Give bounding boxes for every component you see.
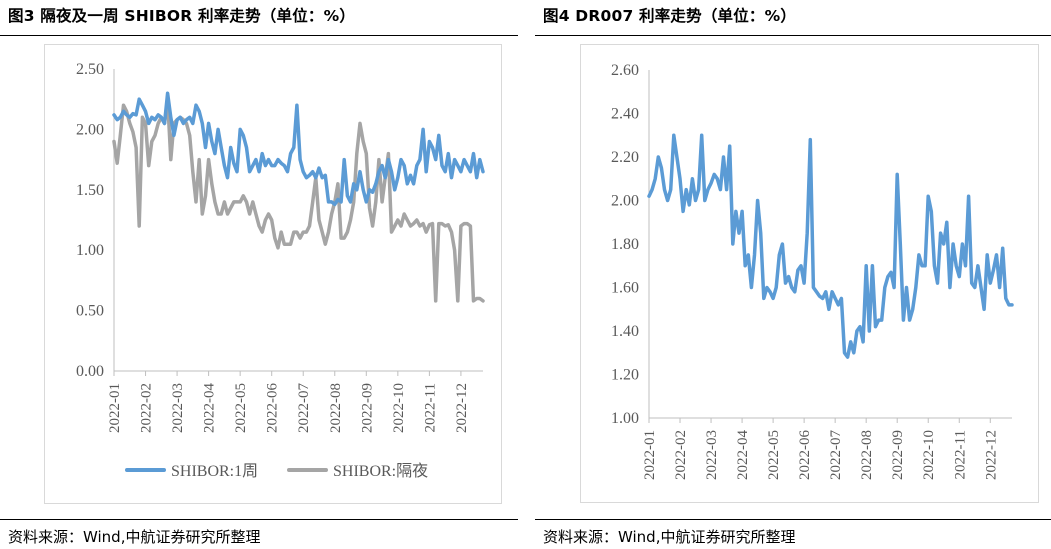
divider	[535, 519, 1051, 520]
x-tick-label: 2022-11	[422, 383, 438, 432]
x-tick-label: 2022-11	[952, 430, 968, 479]
chart-panel-left: 图3 隔夜及一周 SHIBOR 利率走势（单位：%） 0.00 0.50 1.00 1…	[0, 0, 520, 549]
x-tick-label: 2022-03	[170, 383, 186, 433]
x-tick-label: 2022-01	[642, 430, 658, 480]
chart-area: 1.00 1.20 1.40 1.60 1.80 2.00 2.20 2.40 2.60 2022…	[580, 44, 1039, 503]
line-chart-dr007: 1.00 1.20 1.40 1.60 1.80 2.00 2.20 2.40 2.60 2022…	[611, 62, 1014, 480]
x-tick-label: 2022-01	[107, 383, 123, 433]
y-tick-label: 1.20	[611, 367, 639, 384]
legend-label: SHIBOR:1周	[171, 463, 258, 480]
y-tick-label: 1.00	[611, 410, 639, 427]
x-tick-label: 2022-09	[359, 383, 375, 433]
chart-title: 图4 DR007 利率走势（单位：%）	[543, 7, 797, 25]
y-tick-label: 0.50	[76, 303, 104, 320]
y-tick-label: 2.50	[76, 61, 104, 78]
x-tick-label: 2022-07	[296, 383, 312, 433]
divider	[535, 35, 1051, 36]
y-tick-label: 2.20	[611, 149, 639, 166]
line-chart-shibor: 0.00 0.50 1.00 1.50 2.00 2.50 2022-01 2022-02 20…	[76, 61, 485, 480]
divider	[0, 35, 518, 36]
x-tick-label: 2022-02	[139, 383, 155, 433]
series-line-0	[647, 133, 1014, 359]
y-tick-label: 2.00	[611, 193, 639, 210]
divider	[0, 519, 518, 520]
x-tick-label: 2022-10	[921, 430, 937, 480]
source-note: 资料来源：Wind,中航证券研究所整理	[543, 528, 796, 546]
x-tick-label: 2022-12	[983, 430, 999, 480]
x-tick-label: 2022-06	[797, 430, 813, 480]
y-tick-label: 1.80	[611, 236, 639, 253]
x-tick-label: 2022-05	[766, 430, 782, 480]
x-tick-label: 2022-05	[233, 383, 249, 433]
x-tick-label: 2022-04	[202, 383, 218, 433]
chart-area: 0.00 0.50 1.00 1.50 2.00 2.50 2022-01 2022-02 20…	[44, 44, 502, 504]
x-tick-label: 2022-08	[859, 430, 875, 480]
x-tick-label: 2022-12	[454, 383, 470, 433]
x-tick-label: 2022-07	[828, 430, 844, 480]
legend-label: SHIBOR:隔夜	[333, 462, 428, 480]
x-tick-label: 2022-04	[735, 430, 751, 480]
y-tick-label: 1.50	[76, 182, 104, 199]
source-note: 资料来源：Wind,中航证券研究所整理	[8, 528, 261, 546]
x-tick-label: 2022-09	[890, 430, 906, 480]
y-tick-label: 2.00	[76, 121, 104, 138]
chart-panel-right: 图4 DR007 利率走势（单位：%） 1.00 1.20 1.40 1.60 1.80…	[535, 0, 1051, 549]
x-tick-label: 2022-08	[328, 383, 344, 433]
x-tick-label: 2022-02	[673, 430, 689, 480]
y-tick-label: 2.40	[611, 106, 639, 123]
y-tick-label: 0.00	[76, 363, 104, 380]
x-tick-label: 2022-06	[265, 383, 281, 433]
y-tick-label: 2.60	[611, 62, 639, 79]
chart-title: 图3 隔夜及一周 SHIBOR 利率走势（单位：%）	[8, 7, 356, 25]
x-tick-label: 2022-10	[391, 383, 407, 433]
y-tick-label: 1.00	[76, 242, 104, 259]
x-tick-label: 2022-03	[704, 430, 720, 480]
y-tick-label: 1.60	[611, 280, 639, 297]
y-tick-label: 1.40	[611, 323, 639, 340]
series-line-0	[112, 91, 485, 207]
